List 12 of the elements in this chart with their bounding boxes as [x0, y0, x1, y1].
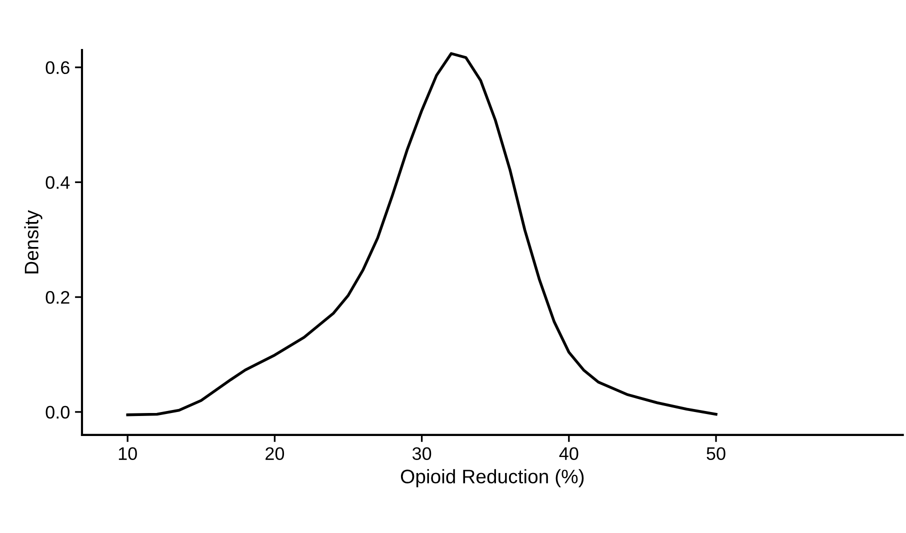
x-tick-label: 50	[706, 447, 726, 460]
x-tick-label: 10	[118, 447, 137, 460]
x-tick-label: 20	[266, 447, 284, 460]
y-tick-label: 0.4	[46, 176, 70, 189]
y-tick-label: 0.6	[46, 61, 70, 74]
y-tick-label: 0.0	[46, 406, 70, 419]
x-tick-label: 30	[412, 447, 432, 460]
y-tick-label: 0.2	[46, 291, 70, 304]
line-series	[126, 52, 718, 416]
y-axis-title: Density	[24, 210, 42, 274]
x-tick-label: 40	[559, 447, 578, 460]
x-axis-title: Opioid Reduction (%)	[400, 469, 584, 488]
